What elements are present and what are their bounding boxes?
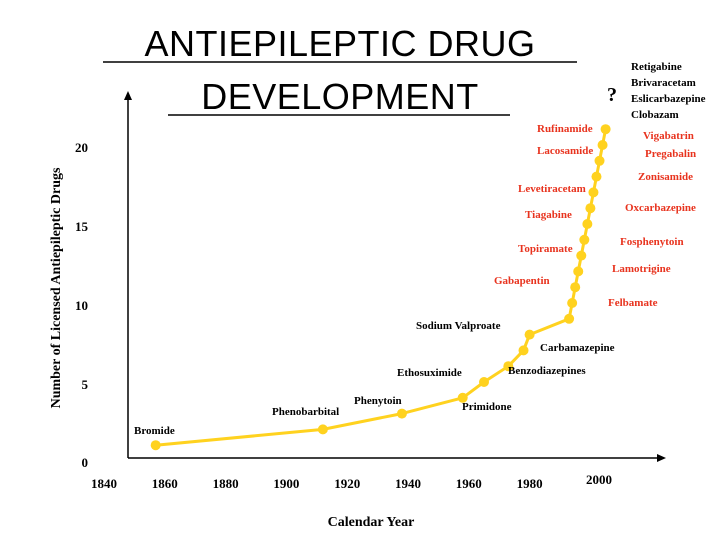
data-points: [150, 124, 611, 451]
annotation-sodium-valproate: Sodium Valproate: [416, 320, 501, 332]
drug-annotations: Bromide Phenobarbital Phenytoin Primidon…: [134, 61, 706, 437]
annotation-fosphenytoin: Fosphenytoin: [620, 236, 684, 248]
chart-title-line-1: ANTIEPILEPTIC DRUG: [144, 23, 535, 64]
y-tick-label: 20: [75, 140, 88, 155]
x-tick-label: 1880: [213, 476, 239, 491]
annotation-eslicarbazepine: Eslicarbazepine: [631, 93, 706, 105]
annotation-benzodiazepines: Benzodiazepines: [508, 365, 586, 377]
data-point: [576, 250, 587, 261]
y-tick-label: 10: [75, 298, 88, 313]
data-point: [564, 313, 575, 324]
data-point: [479, 377, 489, 387]
chart-title: ANTIEPILEPTIC DRUG DEVELOPMENT: [103, 23, 577, 117]
x-axis-arrow: [657, 454, 666, 462]
annotation-felbamate: Felbamate: [608, 297, 658, 309]
data-point: [150, 440, 161, 451]
annotation-zonisamide: Zonisamide: [638, 171, 693, 183]
annotation-tiagabine: Tiagabine: [525, 209, 572, 221]
x-axis-label: Calendar Year: [328, 515, 415, 530]
annotation-lacosamide: Lacosamide: [537, 145, 593, 157]
x-tick-label: 1980: [517, 476, 543, 491]
data-point: [600, 124, 611, 135]
x-tick-label: 1940: [395, 476, 421, 491]
y-tick-label: 5: [82, 377, 89, 392]
data-point: [518, 345, 529, 356]
x-tick-label: 1920: [334, 476, 360, 491]
annotation-gabapentin: Gabapentin: [494, 275, 550, 287]
data-point: [524, 329, 535, 340]
axes: [124, 91, 666, 462]
data-point: [567, 298, 578, 308]
y-tick-label: 0: [82, 455, 89, 470]
annotation-phenobarbital: Phenobarbital: [272, 406, 339, 418]
data-point: [503, 361, 514, 372]
x-tick-label: 1960: [456, 476, 482, 491]
data-point: [585, 203, 596, 214]
data-point: [582, 219, 593, 229]
y-axis-arrow: [124, 91, 132, 100]
data-point: [588, 187, 599, 198]
annotation-levetiracetam: Levetiracetam: [518, 183, 586, 195]
y-tick-label: 15: [75, 219, 89, 234]
data-point: [396, 408, 407, 419]
annotation-brivaracetam: Brivaracetam: [631, 77, 696, 89]
annotation-vigabatrin: Vigabatrin: [643, 130, 694, 142]
data-point: [570, 282, 581, 293]
annotation-topiramate: Topiramate: [518, 243, 573, 255]
annotation-carbamazepine: Carbamazepine: [540, 342, 615, 354]
annotation-lamotrigine: Lamotrigine: [612, 263, 671, 275]
data-point: [579, 234, 590, 245]
annotation-primidone: Primidone: [462, 401, 512, 413]
annotation-question-mark: ?: [607, 84, 617, 106]
data-point: [573, 266, 584, 277]
annotation-retigabine: Retigabine: [631, 61, 682, 73]
y-axis-label: Number of Licensed Antiepileptic Drugs: [49, 167, 64, 408]
annotation-ethosuximide: Ethosuximide: [397, 367, 462, 379]
annotation-oxcarbazepine: Oxcarbazepine: [625, 202, 696, 214]
data-point: [594, 155, 605, 166]
x-axis-ticks: 1840 1860 1880 1900 1920 1940 1960 1980 2000: [91, 472, 612, 491]
x-tick-label: 2000: [586, 472, 612, 487]
annotation-bromide: Bromide: [134, 425, 175, 437]
annotation-clobazam: Clobazam: [631, 109, 679, 121]
annotation-phenytoin: Phenytoin: [354, 395, 402, 407]
data-point: [591, 171, 602, 182]
data-point: [457, 392, 468, 403]
annotation-pregabalin: Pregabalin: [645, 148, 696, 160]
chart-title-line-2: DEVELOPMENT: [201, 76, 479, 117]
y-axis-ticks: 0 5 10 15 20: [75, 140, 89, 470]
data-point: [317, 424, 328, 435]
annotation-rufinamide: Rufinamide: [537, 123, 593, 135]
x-tick-label: 1900: [273, 476, 299, 491]
data-point: [597, 140, 608, 150]
x-tick-label: 1840: [91, 476, 117, 491]
x-tick-label: 1860: [152, 476, 178, 491]
